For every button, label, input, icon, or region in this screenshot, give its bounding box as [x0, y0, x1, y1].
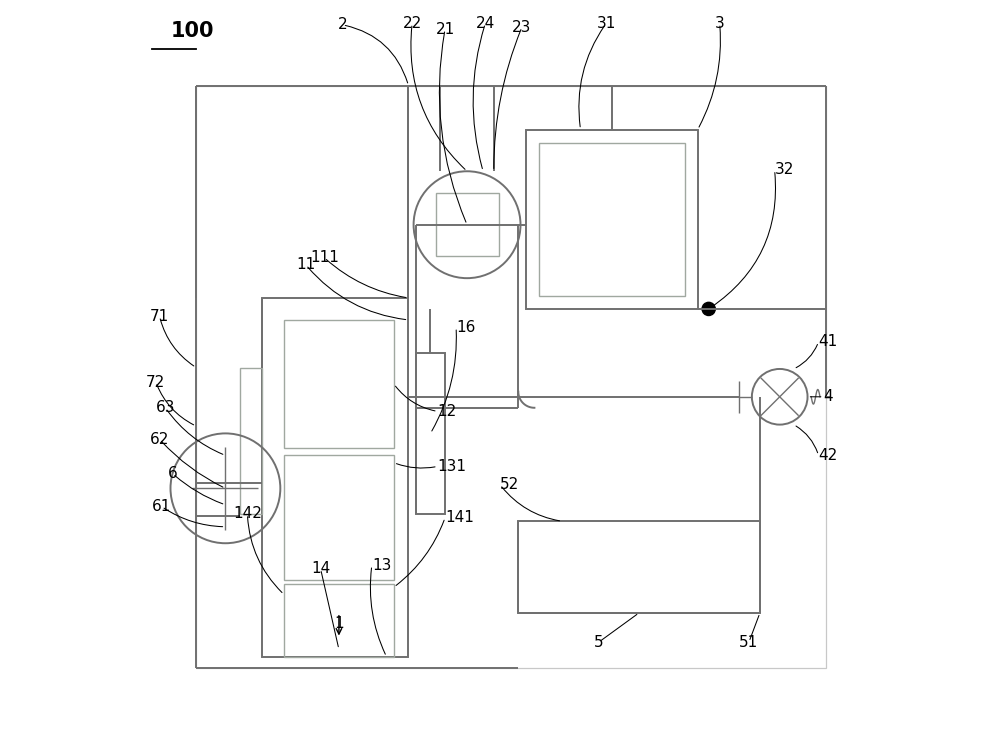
Bar: [436, 193, 499, 257]
Text: 100: 100: [171, 21, 214, 40]
Bar: [284, 584, 394, 657]
Text: 24: 24: [476, 16, 495, 31]
Text: 6: 6: [168, 466, 178, 481]
Bar: [262, 298, 408, 657]
Text: 16: 16: [456, 320, 475, 334]
Text: 32: 32: [775, 162, 794, 177]
Text: 11: 11: [296, 257, 316, 273]
Text: 42: 42: [819, 448, 838, 463]
Text: 5: 5: [594, 634, 604, 650]
Text: 141: 141: [445, 510, 474, 525]
Text: 51: 51: [739, 634, 759, 650]
Text: 13: 13: [372, 558, 391, 573]
Text: 21: 21: [435, 22, 455, 37]
Bar: [196, 85, 826, 667]
Bar: [526, 129, 698, 309]
Bar: [518, 521, 760, 613]
Text: 131: 131: [438, 459, 467, 474]
Text: 4: 4: [824, 390, 833, 404]
Text: 3: 3: [715, 16, 725, 31]
Text: 41: 41: [819, 334, 838, 349]
Text: 14: 14: [311, 562, 330, 576]
Text: 1: 1: [334, 616, 344, 631]
Text: 61: 61: [152, 499, 171, 514]
Text: 52: 52: [500, 477, 519, 492]
Bar: [284, 456, 394, 580]
Circle shape: [702, 302, 715, 315]
Text: 2: 2: [338, 18, 347, 32]
Bar: [240, 368, 262, 514]
Bar: [539, 143, 685, 295]
Text: 71: 71: [150, 309, 169, 323]
Text: 142: 142: [233, 506, 262, 521]
Bar: [284, 320, 394, 448]
Text: 63: 63: [156, 401, 175, 415]
Bar: [416, 353, 445, 514]
Text: 72: 72: [146, 375, 165, 390]
Text: 22: 22: [403, 16, 422, 31]
Text: 31: 31: [596, 16, 616, 31]
Text: 23: 23: [512, 20, 532, 35]
Text: 12: 12: [438, 404, 457, 419]
Text: 62: 62: [150, 431, 169, 447]
Text: 111: 111: [310, 250, 339, 265]
